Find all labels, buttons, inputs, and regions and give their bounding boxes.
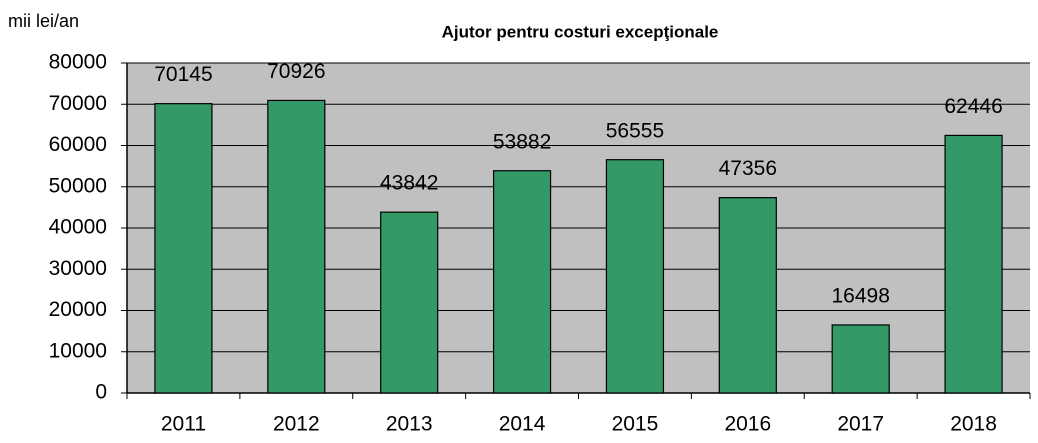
x-tick-label: 2015 [612, 413, 659, 436]
data-label: 62446 [944, 95, 1002, 118]
x-tick-label: 2013 [386, 413, 433, 436]
y-tick-label: 40000 [49, 216, 107, 239]
y-tick-label: 50000 [49, 174, 107, 197]
bar [492, 170, 552, 394]
bar [267, 99, 326, 394]
y-tick-label: 30000 [49, 257, 107, 280]
y-tick-label: 20000 [49, 298, 107, 321]
x-tick-label: 2014 [499, 413, 546, 436]
y-tick-label: 80000 [49, 51, 107, 74]
bar [605, 159, 665, 394]
data-label: 43842 [380, 172, 438, 195]
y-tick-label: 60000 [49, 133, 107, 156]
x-tick-label: 2018 [950, 413, 997, 436]
bar [154, 103, 213, 394]
x-tick-label: 2012 [273, 413, 320, 436]
chart-title: Ajutor pentru costuri excepţionale [442, 22, 719, 41]
data-label: 53882 [493, 130, 551, 153]
y-tick-label: 70000 [49, 92, 107, 115]
bar [944, 134, 1003, 394]
y-axis-label: mii lei/an [8, 11, 79, 31]
y-tick-label: 0 [95, 381, 107, 404]
data-label: 47356 [719, 157, 777, 180]
x-tick-label: 2011 [161, 413, 206, 436]
x-tick-label: 2017 [837, 413, 884, 436]
data-label: 16498 [831, 284, 889, 307]
bar [718, 197, 777, 394]
y-tick-label: 10000 [49, 339, 107, 362]
x-tick-label: 2016 [724, 413, 771, 436]
data-label: 70926 [267, 60, 325, 83]
bar [380, 211, 439, 394]
data-label: 70145 [154, 63, 212, 86]
bar [831, 324, 890, 394]
data-label: 56555 [606, 119, 664, 142]
